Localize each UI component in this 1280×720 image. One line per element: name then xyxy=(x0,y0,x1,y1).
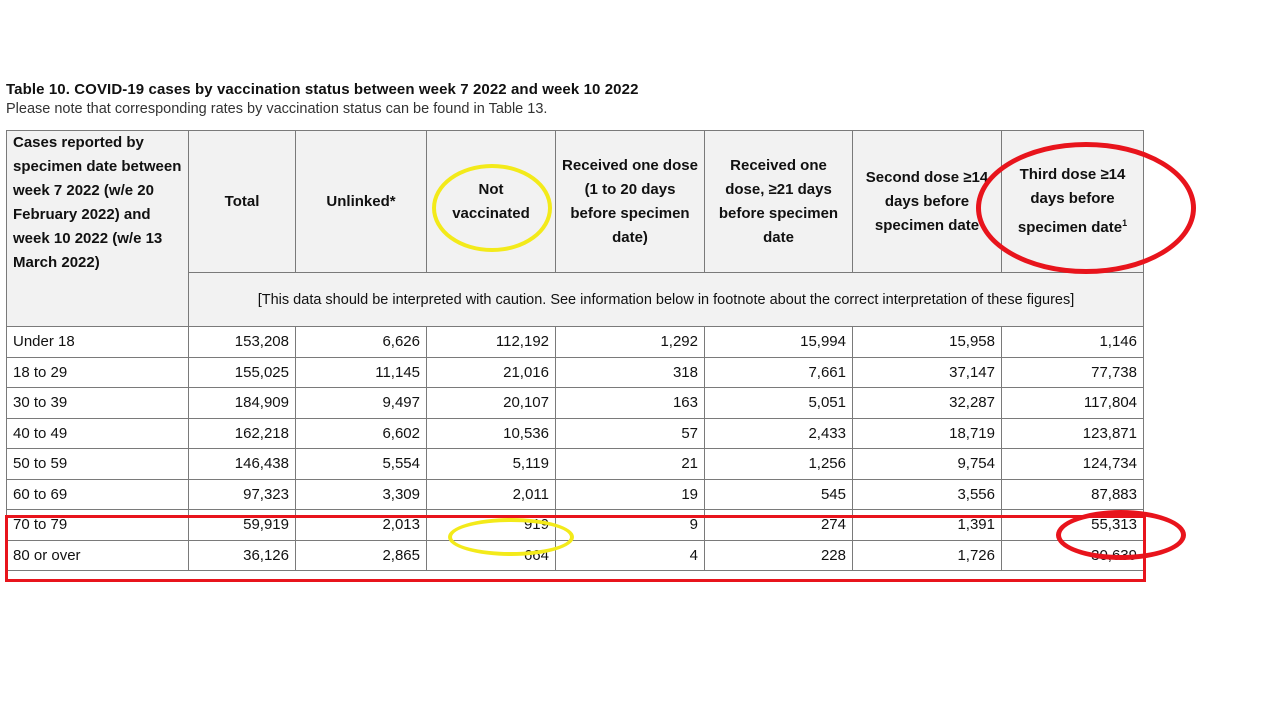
col-header-not-vaccinated: Not vaccinated xyxy=(426,130,556,273)
cell-one-dose-21: 15,994 xyxy=(704,326,853,358)
cell-unlinked: 3,309 xyxy=(295,478,427,510)
cell-second-dose: 1,726 xyxy=(852,539,1002,571)
cell-not-vaccinated: 112,192 xyxy=(426,326,556,358)
cell-one-dose-21: 228 xyxy=(704,539,853,571)
cell-one-dose-1-20: 1,292 xyxy=(555,326,705,358)
table-title: Table 10. COVID-19 cases by vaccination … xyxy=(6,81,639,98)
table-row: 30 to 39 184,909 9,497 20,107 163 5,051 32,287… xyxy=(6,387,1144,419)
cell-second-dose: 32,287 xyxy=(852,387,1002,419)
cell-unlinked: 2,865 xyxy=(295,539,427,571)
cell-one-dose-1-20: 9 xyxy=(555,509,705,541)
cell-third-dose: 1,146 xyxy=(1001,326,1144,358)
cell-one-dose-21: 274 xyxy=(704,509,853,541)
cell-total: 184,909 xyxy=(188,387,296,419)
table-row: 40 to 49 162,218 6,602 10,536 57 2,433 18,719 1… xyxy=(6,417,1144,449)
cell-second-dose: 1,391 xyxy=(852,509,1002,541)
col-header-total: Total xyxy=(188,130,296,273)
cell-age: 30 to 39 xyxy=(6,387,189,419)
cell-third-dose: 123,871 xyxy=(1001,417,1144,449)
cell-not-vaccinated: 10,536 xyxy=(426,417,556,449)
cell-age: 70 to 79 xyxy=(6,509,189,541)
cell-age: 18 to 29 xyxy=(6,356,189,388)
col-header-third-dose: Third dose ≥14 days before specimen date… xyxy=(1001,130,1144,273)
vaccination-status-table: Cases reported by specimen date between … xyxy=(6,130,1144,571)
cell-one-dose-21: 545 xyxy=(704,478,853,510)
cell-third-dose: 55,313 xyxy=(1001,509,1144,541)
col-header-one-dose-1-20: Received one dose (1 to 20 days before s… xyxy=(555,130,705,273)
cell-one-dose-1-20: 318 xyxy=(555,356,705,388)
footnote-marker: 1 xyxy=(1122,218,1128,228)
cell-one-dose-21: 5,051 xyxy=(704,387,853,419)
cell-total: 162,218 xyxy=(188,417,296,449)
table-row: 70 to 79 59,919 2,013 919 9 274 1,391 55,313 xyxy=(6,509,1144,541)
cell-one-dose-21: 2,433 xyxy=(704,417,853,449)
cell-unlinked: 5,554 xyxy=(295,448,427,480)
table-subtitle: Please note that corresponding rates by … xyxy=(6,101,548,117)
table-row: 60 to 69 97,323 3,309 2,011 19 545 3,556 87,883 xyxy=(6,478,1144,510)
table-row: 80 or over 36,126 2,865 664 4 228 1,726 30,639 xyxy=(6,539,1144,571)
col-header-one-dose-21: Received one dose, ≥21 days before speci… xyxy=(704,130,853,273)
cell-second-dose: 15,958 xyxy=(852,326,1002,358)
cell-total: 97,323 xyxy=(188,478,296,510)
cell-not-vaccinated: 21,016 xyxy=(426,356,556,388)
cell-total: 59,919 xyxy=(188,509,296,541)
cell-one-dose-21: 7,661 xyxy=(704,356,853,388)
cell-one-dose-1-20: 163 xyxy=(555,387,705,419)
col-header-third-dose-label: Third dose ≥14 days before specimen date xyxy=(1017,166,1126,236)
cell-unlinked: 9,497 xyxy=(295,387,427,419)
cell-not-vaccinated: 919 xyxy=(426,509,556,541)
cell-one-dose-21: 1,256 xyxy=(704,448,853,480)
cell-unlinked: 6,626 xyxy=(295,326,427,358)
cell-total: 36,126 xyxy=(188,539,296,571)
col-header-unlinked: Unlinked* xyxy=(295,130,427,273)
cell-age: 40 to 49 xyxy=(6,417,189,449)
cell-age: 50 to 59 xyxy=(6,448,189,480)
cell-one-dose-1-20: 4 xyxy=(555,539,705,571)
cell-unlinked: 6,602 xyxy=(295,417,427,449)
cell-not-vaccinated: 2,011 xyxy=(426,478,556,510)
cell-second-dose: 18,719 xyxy=(852,417,1002,449)
table-row: Under 18 153,208 6,626 112,192 1,292 15,994 15… xyxy=(6,326,1144,358)
cell-third-dose: 117,804 xyxy=(1001,387,1144,419)
cell-total: 146,438 xyxy=(188,448,296,480)
col-header-second-dose: Second dose ≥14 days before specimen dat… xyxy=(852,130,1002,273)
cell-second-dose: 37,147 xyxy=(852,356,1002,388)
cell-not-vaccinated: 5,119 xyxy=(426,448,556,480)
cell-second-dose: 3,556 xyxy=(852,478,1002,510)
cell-unlinked: 2,013 xyxy=(295,509,427,541)
table-row: 50 to 59 146,438 5,554 5,119 21 1,256 9,754 124… xyxy=(6,448,1144,480)
cell-third-dose: 30,639 xyxy=(1001,539,1144,571)
cell-one-dose-1-20: 57 xyxy=(555,417,705,449)
cell-age: 60 to 69 xyxy=(6,478,189,510)
cell-not-vaccinated: 20,107 xyxy=(426,387,556,419)
cell-age: Under 18 xyxy=(6,326,189,358)
cell-age: 80 or over xyxy=(6,539,189,571)
cell-unlinked: 11,145 xyxy=(295,356,427,388)
cell-one-dose-1-20: 21 xyxy=(555,448,705,480)
cell-third-dose: 77,738 xyxy=(1001,356,1144,388)
table-row: 18 to 29 155,025 11,145 21,016 318 7,661 37,14… xyxy=(6,356,1144,388)
cell-one-dose-1-20: 19 xyxy=(555,478,705,510)
row-header: Cases reported by specimen date between … xyxy=(6,130,189,327)
cell-second-dose: 9,754 xyxy=(852,448,1002,480)
cell-third-dose: 87,883 xyxy=(1001,478,1144,510)
cell-not-vaccinated: 664 xyxy=(426,539,556,571)
cell-third-dose: 124,734 xyxy=(1001,448,1144,480)
cell-total: 153,208 xyxy=(188,326,296,358)
caution-note: [This data should be interpreted with ca… xyxy=(188,272,1144,327)
cell-total: 155,025 xyxy=(188,356,296,388)
